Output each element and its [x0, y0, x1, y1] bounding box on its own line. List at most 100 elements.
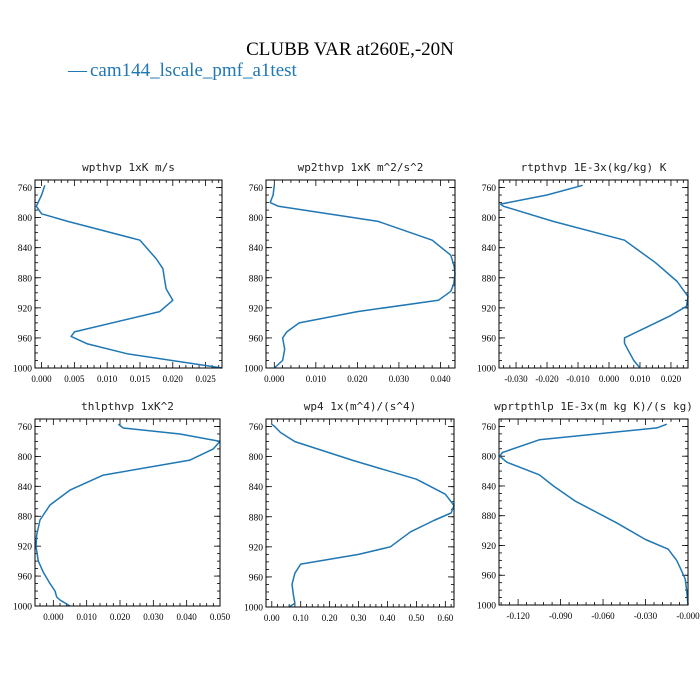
- y-tick-label: 920: [18, 304, 33, 314]
- y-tick-label: 960: [18, 334, 33, 344]
- figure-title: CLUBB VAR at260E,-20N: [246, 39, 454, 60]
- x-tick-label: -0.120: [506, 611, 530, 621]
- y-tick-label: 920: [249, 543, 264, 553]
- x-tick-label: 0.020: [110, 612, 131, 622]
- subplot-grid: wpthvp 1xK m/s76080084088092096010000.00…: [13, 161, 700, 623]
- y-tick-label: 920: [482, 304, 497, 314]
- y-tick-label: 800: [482, 214, 497, 224]
- y-tick-label: 800: [249, 214, 264, 224]
- y-tick-label: 840: [482, 244, 497, 254]
- y-tick-label: 1000: [477, 602, 496, 612]
- subplot-4: thlpthvp 1xK^2 760 800 840 880 920 960 1000 0.00…: [13, 400, 231, 622]
- series-line: [269, 185, 456, 369]
- y-tick-label: 960: [482, 572, 497, 582]
- y-tick-label: 880: [482, 274, 497, 284]
- y-tick-label: 960: [18, 573, 33, 583]
- y-tick-label: 760: [482, 184, 497, 194]
- y-tick-label: 760: [18, 184, 33, 194]
- y-tick-label: 760: [249, 423, 264, 433]
- x-tick-label: 0.030: [389, 374, 410, 384]
- subplot-title: thlpthvp 1xK^2: [81, 400, 174, 413]
- series-line: [35, 423, 221, 607]
- y-tick-label: 880: [18, 274, 33, 284]
- subplot-title: wprtpthlp 1E-3x(m kg K)/(s kg): [494, 400, 693, 413]
- y-tick-label: 1000: [13, 365, 32, 375]
- y-tick-label: 960: [482, 334, 497, 344]
- plot-frame: [498, 179, 689, 369]
- y-tick-label: 880: [249, 274, 264, 284]
- x-tick-label: -0.010: [566, 374, 590, 384]
- x-tick-label: 0.020: [661, 374, 682, 384]
- subplot-title: wp4 1x(m^4)/(s^4): [304, 400, 417, 413]
- y-tick-label: 800: [18, 453, 33, 463]
- x-tick-label: 0.015: [130, 374, 151, 384]
- y-tick-label: 760: [249, 184, 264, 194]
- y-tick-label: 800: [18, 214, 33, 224]
- y-tick-label: 920: [18, 543, 33, 553]
- plot-frame: [265, 179, 456, 369]
- plot-frame: [265, 418, 455, 608]
- x-tick-label: 0.030: [143, 612, 164, 622]
- y-tick-label: 1000: [477, 365, 496, 375]
- x-tick-label: -0.090: [549, 611, 573, 621]
- subplot-6: wprtpthlp 1E-3x(m kg K)/(s kg) 760 800 840 8…: [477, 400, 700, 621]
- x-tick-label: 0.005: [64, 374, 85, 384]
- x-tick-label: 0.60: [437, 613, 453, 623]
- x-tick-label: 0.020: [347, 374, 368, 384]
- y-tick-label: 1000: [244, 365, 263, 375]
- y-tick-label: 840: [249, 483, 264, 493]
- x-tick-label: 0.020: [163, 374, 184, 384]
- x-tick-label: 0.000: [599, 374, 620, 384]
- subplot-5: wp4 1x(m^4)/(s^4)76080084088092096010000…: [244, 400, 455, 623]
- x-tick-label: 0.000: [264, 374, 285, 384]
- x-tick-label: 0.000: [43, 612, 64, 622]
- x-tick-label: 0.50: [409, 613, 425, 623]
- y-tick-label: 800: [482, 453, 497, 463]
- y-tick-label: 760: [18, 423, 33, 433]
- legend-line-marker: —: [67, 60, 88, 81]
- x-tick-label: -0.030: [634, 611, 658, 621]
- x-tick-label: 0.010: [306, 374, 327, 384]
- y-tick-label: 880: [18, 513, 33, 523]
- y-tick-label: 960: [249, 573, 264, 583]
- series-line: [35, 185, 223, 369]
- x-tick-label: 0.040: [430, 374, 451, 384]
- x-tick-label: 0.050: [210, 612, 231, 622]
- x-tick-label: 0.025: [195, 374, 216, 384]
- x-tick-label: -0.030: [504, 374, 528, 384]
- subplot-2: wp2thvp 1xK m^2/s^2 760 800 840 880 920 960 100…: [244, 161, 456, 384]
- subplot-1: wpthvp 1xK m/s76080084088092096010000.00…: [13, 161, 223, 384]
- x-tick-label: 0.40: [380, 613, 396, 623]
- series-line: [271, 423, 455, 608]
- x-tick-label: 0.010: [77, 612, 98, 622]
- y-tick-label: 840: [18, 483, 33, 493]
- y-tick-label: 840: [18, 244, 33, 254]
- y-tick-label: 840: [249, 244, 264, 254]
- x-tick-label: 0.30: [351, 613, 367, 623]
- y-tick-label: 760: [482, 423, 497, 433]
- x-tick-label: -0.000: [676, 611, 700, 621]
- x-tick-label: 0.00: [264, 613, 280, 623]
- plot-frame: [34, 179, 223, 369]
- y-tick-label: 1000: [244, 604, 263, 614]
- series-line: [498, 423, 689, 606]
- subplot-title: wp2thvp 1xK m^2/s^2: [298, 161, 424, 174]
- y-tick-label: 1000: [13, 603, 32, 613]
- x-tick-label: 0.040: [177, 612, 198, 622]
- x-tick-label: 0.010: [97, 374, 118, 384]
- x-tick-label: -0.020: [535, 374, 559, 384]
- x-tick-label: 0.000: [31, 374, 52, 384]
- y-tick-label: 960: [249, 334, 264, 344]
- series-line: [499, 184, 689, 369]
- subplot-title: rtpthvp 1E-3x(kg/kg) K: [521, 161, 667, 174]
- y-tick-label: 920: [249, 304, 264, 314]
- legend: — cam144_lscale_pmf_a1test: [67, 60, 298, 81]
- y-tick-label: 880: [482, 512, 497, 522]
- y-tick-label: 880: [249, 513, 264, 523]
- legend-series-label: cam144_lscale_pmf_a1test: [90, 60, 298, 81]
- x-tick-label: 0.010: [630, 374, 651, 384]
- y-tick-label: 800: [249, 453, 264, 463]
- x-tick-label: 0.10: [293, 613, 309, 623]
- x-tick-label: -0.060: [591, 611, 615, 621]
